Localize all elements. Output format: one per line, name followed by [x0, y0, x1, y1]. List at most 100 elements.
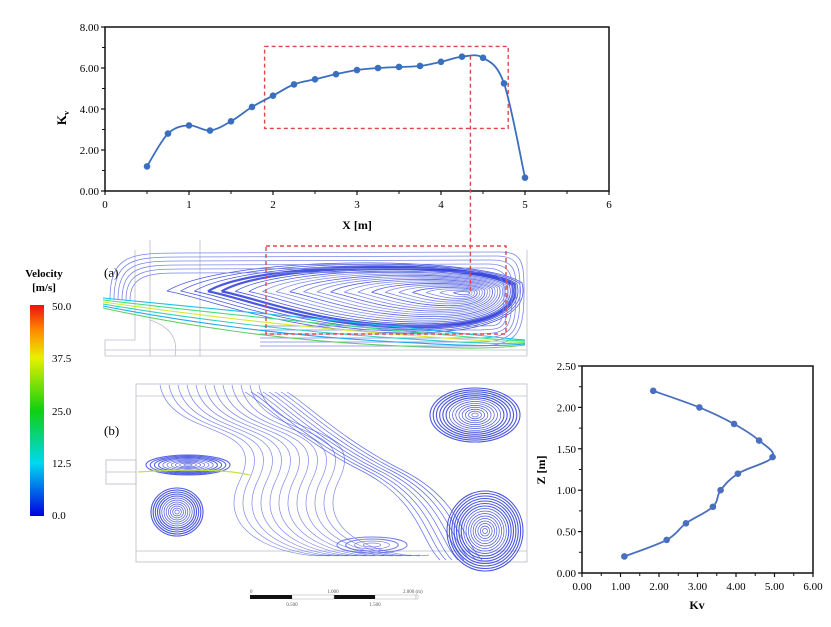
- data-point: [717, 486, 724, 494]
- x-tick-label: 3.00: [688, 581, 708, 593]
- y-tick-label: 0.00: [557, 568, 577, 580]
- data-point: [185, 122, 193, 129]
- scale-label: 1.000: [327, 590, 339, 595]
- right-ylabel: Z [m]: [534, 456, 548, 485]
- vortex-streamline: [460, 505, 510, 557]
- streamline: [262, 272, 506, 321]
- streamline: [250, 391, 447, 561]
- data-point: [269, 92, 277, 99]
- top-ylabel-main: K: [54, 114, 69, 125]
- streamline: [213, 384, 385, 557]
- streamline: [303, 276, 498, 316]
- streamline: [453, 291, 470, 296]
- vortex-streamline: [445, 397, 505, 433]
- y-tick-label: 2.00: [557, 402, 577, 414]
- vortex-streamline: [435, 391, 515, 439]
- vortex-streamline: [446, 490, 524, 572]
- data-point: [479, 54, 487, 62]
- streamline-panel-b: (b): [104, 383, 528, 572]
- top-ylabel-sub: v: [62, 111, 71, 115]
- streamline: [262, 391, 459, 561]
- top-xlabel: X [m]: [342, 218, 372, 232]
- vortex-streamline: [167, 503, 187, 521]
- data-point: [332, 70, 340, 78]
- streamline: [125, 267, 509, 331]
- scale-segment: [250, 595, 292, 599]
- vortex-streamline: [429, 387, 521, 443]
- data-point: [755, 437, 763, 444]
- streamline: [234, 269, 511, 325]
- jet-streamline: [102, 303, 526, 345]
- x-tick-label: 0.00: [572, 581, 592, 593]
- data-point: [682, 520, 690, 527]
- data-point: [649, 387, 657, 395]
- legend-tick: 0.0: [52, 510, 66, 522]
- vortex-streamline: [448, 399, 502, 431]
- legend-tick: 12.5: [52, 458, 72, 470]
- x-tick-label: 6: [606, 199, 612, 211]
- vortex-streamline: [470, 515, 500, 547]
- vortex-streamline: [170, 505, 184, 519]
- streamline: [398, 285, 481, 303]
- data-point: [248, 103, 256, 111]
- x-tick-label: 1: [186, 199, 192, 211]
- vortex-streamline: [458, 502, 512, 560]
- vortex-streamline: [468, 410, 482, 420]
- vortex-streamline: [166, 459, 210, 471]
- vortex-streamline: [162, 458, 214, 472]
- vortex-streamline: [458, 405, 492, 425]
- data-point: [663, 536, 670, 544]
- data-point: [416, 62, 424, 70]
- y-tick-label: 1.50: [557, 444, 577, 456]
- jet-streamline: [102, 305, 526, 347]
- streamline: [121, 263, 513, 335]
- vortex-streamline: [465, 510, 505, 552]
- legend-tick: 37.5: [52, 353, 72, 365]
- jet-streamline: [102, 299, 526, 342]
- x-tick-label: 2: [270, 199, 276, 211]
- streamline: [268, 391, 465, 561]
- vortex-streamline: [154, 491, 200, 533]
- streamline: [274, 391, 471, 561]
- vortex-streamline: [165, 501, 189, 523]
- data-point: [227, 118, 235, 125]
- data-point: [143, 163, 151, 170]
- vortex-streamline: [175, 461, 201, 469]
- vortex-streamline: [472, 518, 498, 544]
- scale-bar: 0 1.000 2.000 (m) 0.500 1.500: [250, 590, 423, 608]
- legend-unit: [m/s]: [32, 282, 56, 294]
- streamline: [289, 274, 501, 318]
- vortex-streamline: [479, 525, 491, 537]
- data-point: [521, 174, 529, 181]
- velocity-legend: Velocity [m/s] 50.0 37.5 25.0 12.5 0.0: [25, 268, 71, 522]
- vortex-streamline: [475, 520, 495, 542]
- data-point: [730, 420, 738, 428]
- vortex-streamline: [152, 489, 202, 535]
- legend-colorbar: [30, 305, 44, 516]
- scale-label: 1.500: [369, 603, 381, 608]
- streamline: [384, 284, 483, 305]
- streamline: [371, 283, 486, 307]
- y-tick-label: 2.00: [80, 145, 100, 157]
- panel-a-label: (a): [104, 265, 118, 280]
- scale-segment: [291, 594, 335, 600]
- streamline: [159, 384, 331, 557]
- streamline: [249, 384, 421, 557]
- vortex-streamline: [179, 462, 197, 468]
- series-line: [624, 389, 775, 558]
- streamline: [129, 271, 505, 327]
- streamline: [330, 278, 493, 312]
- vortex-streamline: [156, 493, 198, 531]
- scale-label: 0.500: [286, 603, 298, 608]
- vortex-streamline: [150, 487, 204, 537]
- streamline: [316, 277, 496, 314]
- top-highlight-box: [263, 45, 509, 130]
- data-point: [500, 80, 508, 87]
- x-tick-label: 6.00: [803, 581, 823, 593]
- jet-streamline: [137, 469, 251, 476]
- data-point: [437, 58, 445, 66]
- streamline: [168, 384, 340, 557]
- streamline: [240, 384, 412, 557]
- kv-vs-x-chart: 0 1 2 3 4 5 6 0.00 2.00 4.00 6.00 8.00 X [m] Kv: [54, 22, 612, 232]
